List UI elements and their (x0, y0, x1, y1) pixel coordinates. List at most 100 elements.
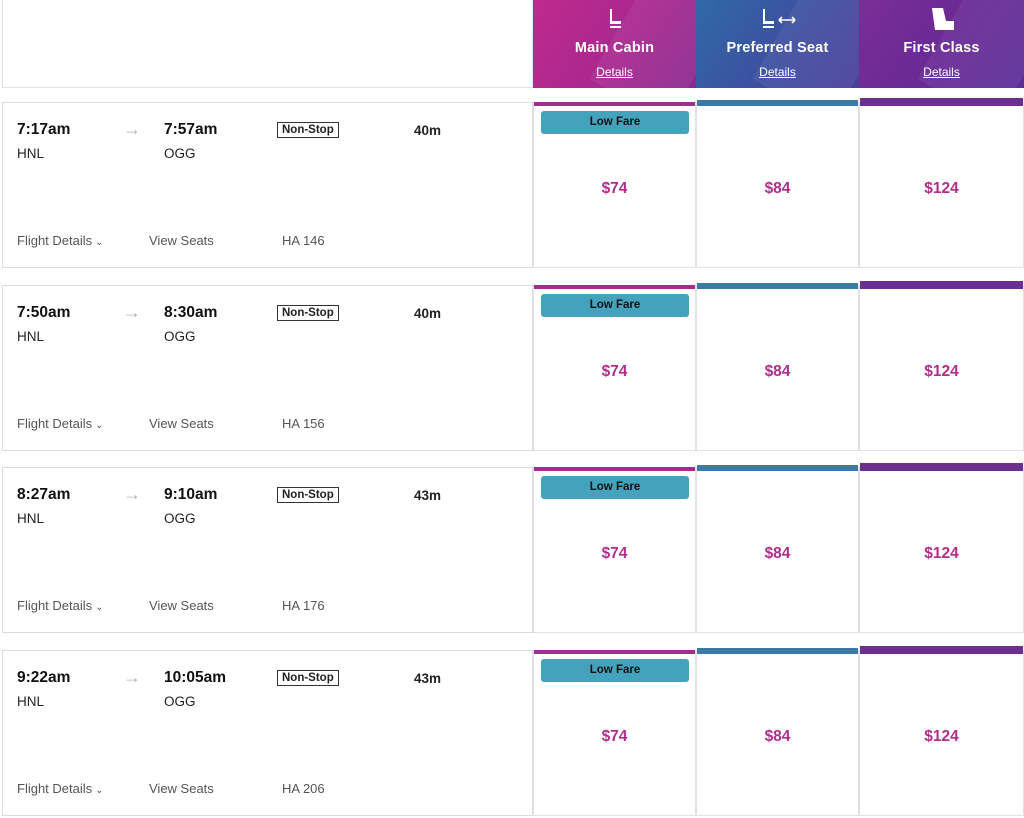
cabin-name: Preferred Seat (726, 40, 829, 56)
flight-duration: 43m (414, 488, 442, 503)
arrival-time: 10:05am (164, 669, 227, 686)
view-seats-link[interactable]: View Seats (149, 598, 214, 613)
flight-details-toggle[interactable]: Flight Details ⌄ (17, 233, 104, 248)
low-fare-badge: Low Fare (541, 476, 689, 499)
stops-badge: Non-Stop (277, 487, 339, 503)
departure-time: 7:17am (17, 121, 71, 138)
arrival-airport: OGG (164, 694, 196, 709)
cabin-details-link[interactable]: Details (923, 65, 960, 79)
fare-price: $74 (601, 180, 628, 197)
flight-details-label: Flight Details (17, 781, 93, 796)
fare-price: $124 (924, 545, 959, 562)
stops-badge: Non-Stop (277, 670, 339, 686)
arrow-right-icon: → (123, 667, 141, 687)
stops-badge: Non-Stop (277, 305, 339, 321)
flight-details-label: Flight Details (17, 598, 93, 613)
flight-details-toggle[interactable]: Flight Details ⌄ (17, 416, 104, 431)
departure-time: 8:27am (17, 486, 71, 503)
flight-details-label: Flight Details (17, 233, 93, 248)
flight-row: 8:27am HNL → 9:10am OGG Non-Stop 43m Fli… (0, 463, 1024, 633)
fare-price: $74 (601, 363, 628, 380)
flight-duration: 43m (414, 671, 442, 686)
cabin-details-link[interactable]: Details (596, 65, 633, 79)
fare-first-class[interactable]: $124 (859, 646, 1024, 816)
low-fare-badge: Low Fare (541, 111, 689, 134)
flight-info: 8:27am HNL → 9:10am OGG Non-Stop 43m Fli… (2, 467, 533, 633)
low-fare-badge: Low Fare (541, 659, 689, 682)
fare-preferred-seat[interactable]: $84 (696, 465, 859, 633)
flight-number: HA 156 (282, 416, 325, 431)
departure-time: 9:22am (17, 669, 71, 686)
fare-color-bar (697, 100, 858, 106)
chevron-down-icon: ⌄ (95, 420, 104, 431)
view-seats-link[interactable]: View Seats (149, 781, 214, 796)
cabin-name: Main Cabin (574, 40, 655, 56)
fare-price: $84 (764, 363, 791, 380)
view-seats-link[interactable]: View Seats (149, 416, 214, 431)
low-fare-badge: Low Fare (541, 294, 689, 317)
arrival-time: 7:57am (164, 121, 218, 138)
fare-first-class[interactable]: $124 (859, 463, 1024, 633)
fare-price: $84 (764, 545, 791, 562)
arrival-airport: OGG (164, 511, 196, 526)
flight-info: 7:17am HNL → 7:57am OGG Non-Stop 40m Fli… (2, 102, 533, 268)
cabin-first-class: First Class Details (859, 0, 1024, 88)
fare-color-bar (534, 102, 695, 106)
flight-number: HA 146 (282, 233, 325, 248)
fare-first-class[interactable]: $124 (859, 98, 1024, 268)
fare-price: $124 (924, 180, 959, 197)
departure-airport: HNL (17, 694, 45, 709)
flight-number: HA 206 (282, 781, 325, 796)
fare-price: $124 (924, 728, 959, 745)
fare-preferred-seat[interactable]: $84 (696, 648, 859, 816)
arrival-airport: OGG (164, 329, 196, 344)
fare-color-bar (534, 650, 695, 654)
arrival-time: 9:10am (164, 486, 218, 503)
fare-color-bar (534, 285, 695, 289)
fare-preferred-seat[interactable]: $84 (696, 283, 859, 451)
arrival-time: 8:30am (164, 304, 218, 321)
fare-color-bar (697, 465, 858, 471)
fare-first-class[interactable]: $124 (859, 281, 1024, 451)
fare-main-cabin[interactable]: Low Fare $74 (533, 285, 696, 451)
flight-row: 9:22am HNL → 10:05am OGG Non-Stop 43m Fl… (0, 646, 1024, 816)
chevron-down-icon: ⌄ (95, 602, 104, 613)
flight-details-toggle[interactable]: Flight Details ⌄ (17, 598, 104, 613)
fare-main-cabin[interactable]: Low Fare $74 (533, 650, 696, 816)
fare-color-bar (697, 648, 858, 654)
fare-color-bar (860, 281, 1023, 289)
fare-color-bar (860, 646, 1023, 654)
cabin-details-link[interactable]: Details (759, 65, 796, 79)
arrow-right-icon: → (123, 119, 141, 139)
cabin-header: Main Cabin Details Preferred Seat Detail… (0, 0, 1024, 88)
arrival-airport: OGG (164, 146, 196, 161)
seat-icon (605, 7, 625, 36)
chevron-down-icon: ⌄ (95, 785, 104, 796)
cabin-main-cabin: Main Cabin Details (533, 0, 696, 88)
departure-airport: HNL (17, 329, 45, 344)
seat-extra-legroom-icon (758, 7, 798, 36)
flight-info: 9:22am HNL → 10:05am OGG Non-Stop 43m Fl… (2, 650, 533, 816)
flight-duration: 40m (414, 123, 442, 138)
fare-main-cabin[interactable]: Low Fare $74 (533, 467, 696, 633)
view-seats-link[interactable]: View Seats (149, 233, 214, 248)
fare-preferred-seat[interactable]: $84 (696, 100, 859, 268)
fare-color-bar (534, 467, 695, 471)
departure-time: 7:50am (17, 304, 71, 321)
flight-duration: 40m (414, 306, 442, 321)
chevron-down-icon: ⌄ (95, 237, 104, 248)
fare-price: $74 (601, 545, 628, 562)
arrow-right-icon: → (123, 484, 141, 504)
flight-row: 7:17am HNL → 7:57am OGG Non-Stop 40m Fli… (0, 98, 1024, 268)
header-spacer (2, 0, 533, 88)
flight-details-toggle[interactable]: Flight Details ⌄ (17, 781, 104, 796)
flight-number: HA 176 (282, 598, 325, 613)
flight-details-label: Flight Details (17, 416, 93, 431)
departure-airport: HNL (17, 511, 45, 526)
flight-info: 7:50am HNL → 8:30am OGG Non-Stop 40m Fli… (2, 285, 533, 451)
fare-main-cabin[interactable]: Low Fare $74 (533, 102, 696, 268)
fare-color-bar (860, 98, 1023, 106)
fare-color-bar (697, 283, 858, 289)
fare-price: $124 (924, 363, 959, 380)
fare-price: $84 (764, 180, 791, 197)
